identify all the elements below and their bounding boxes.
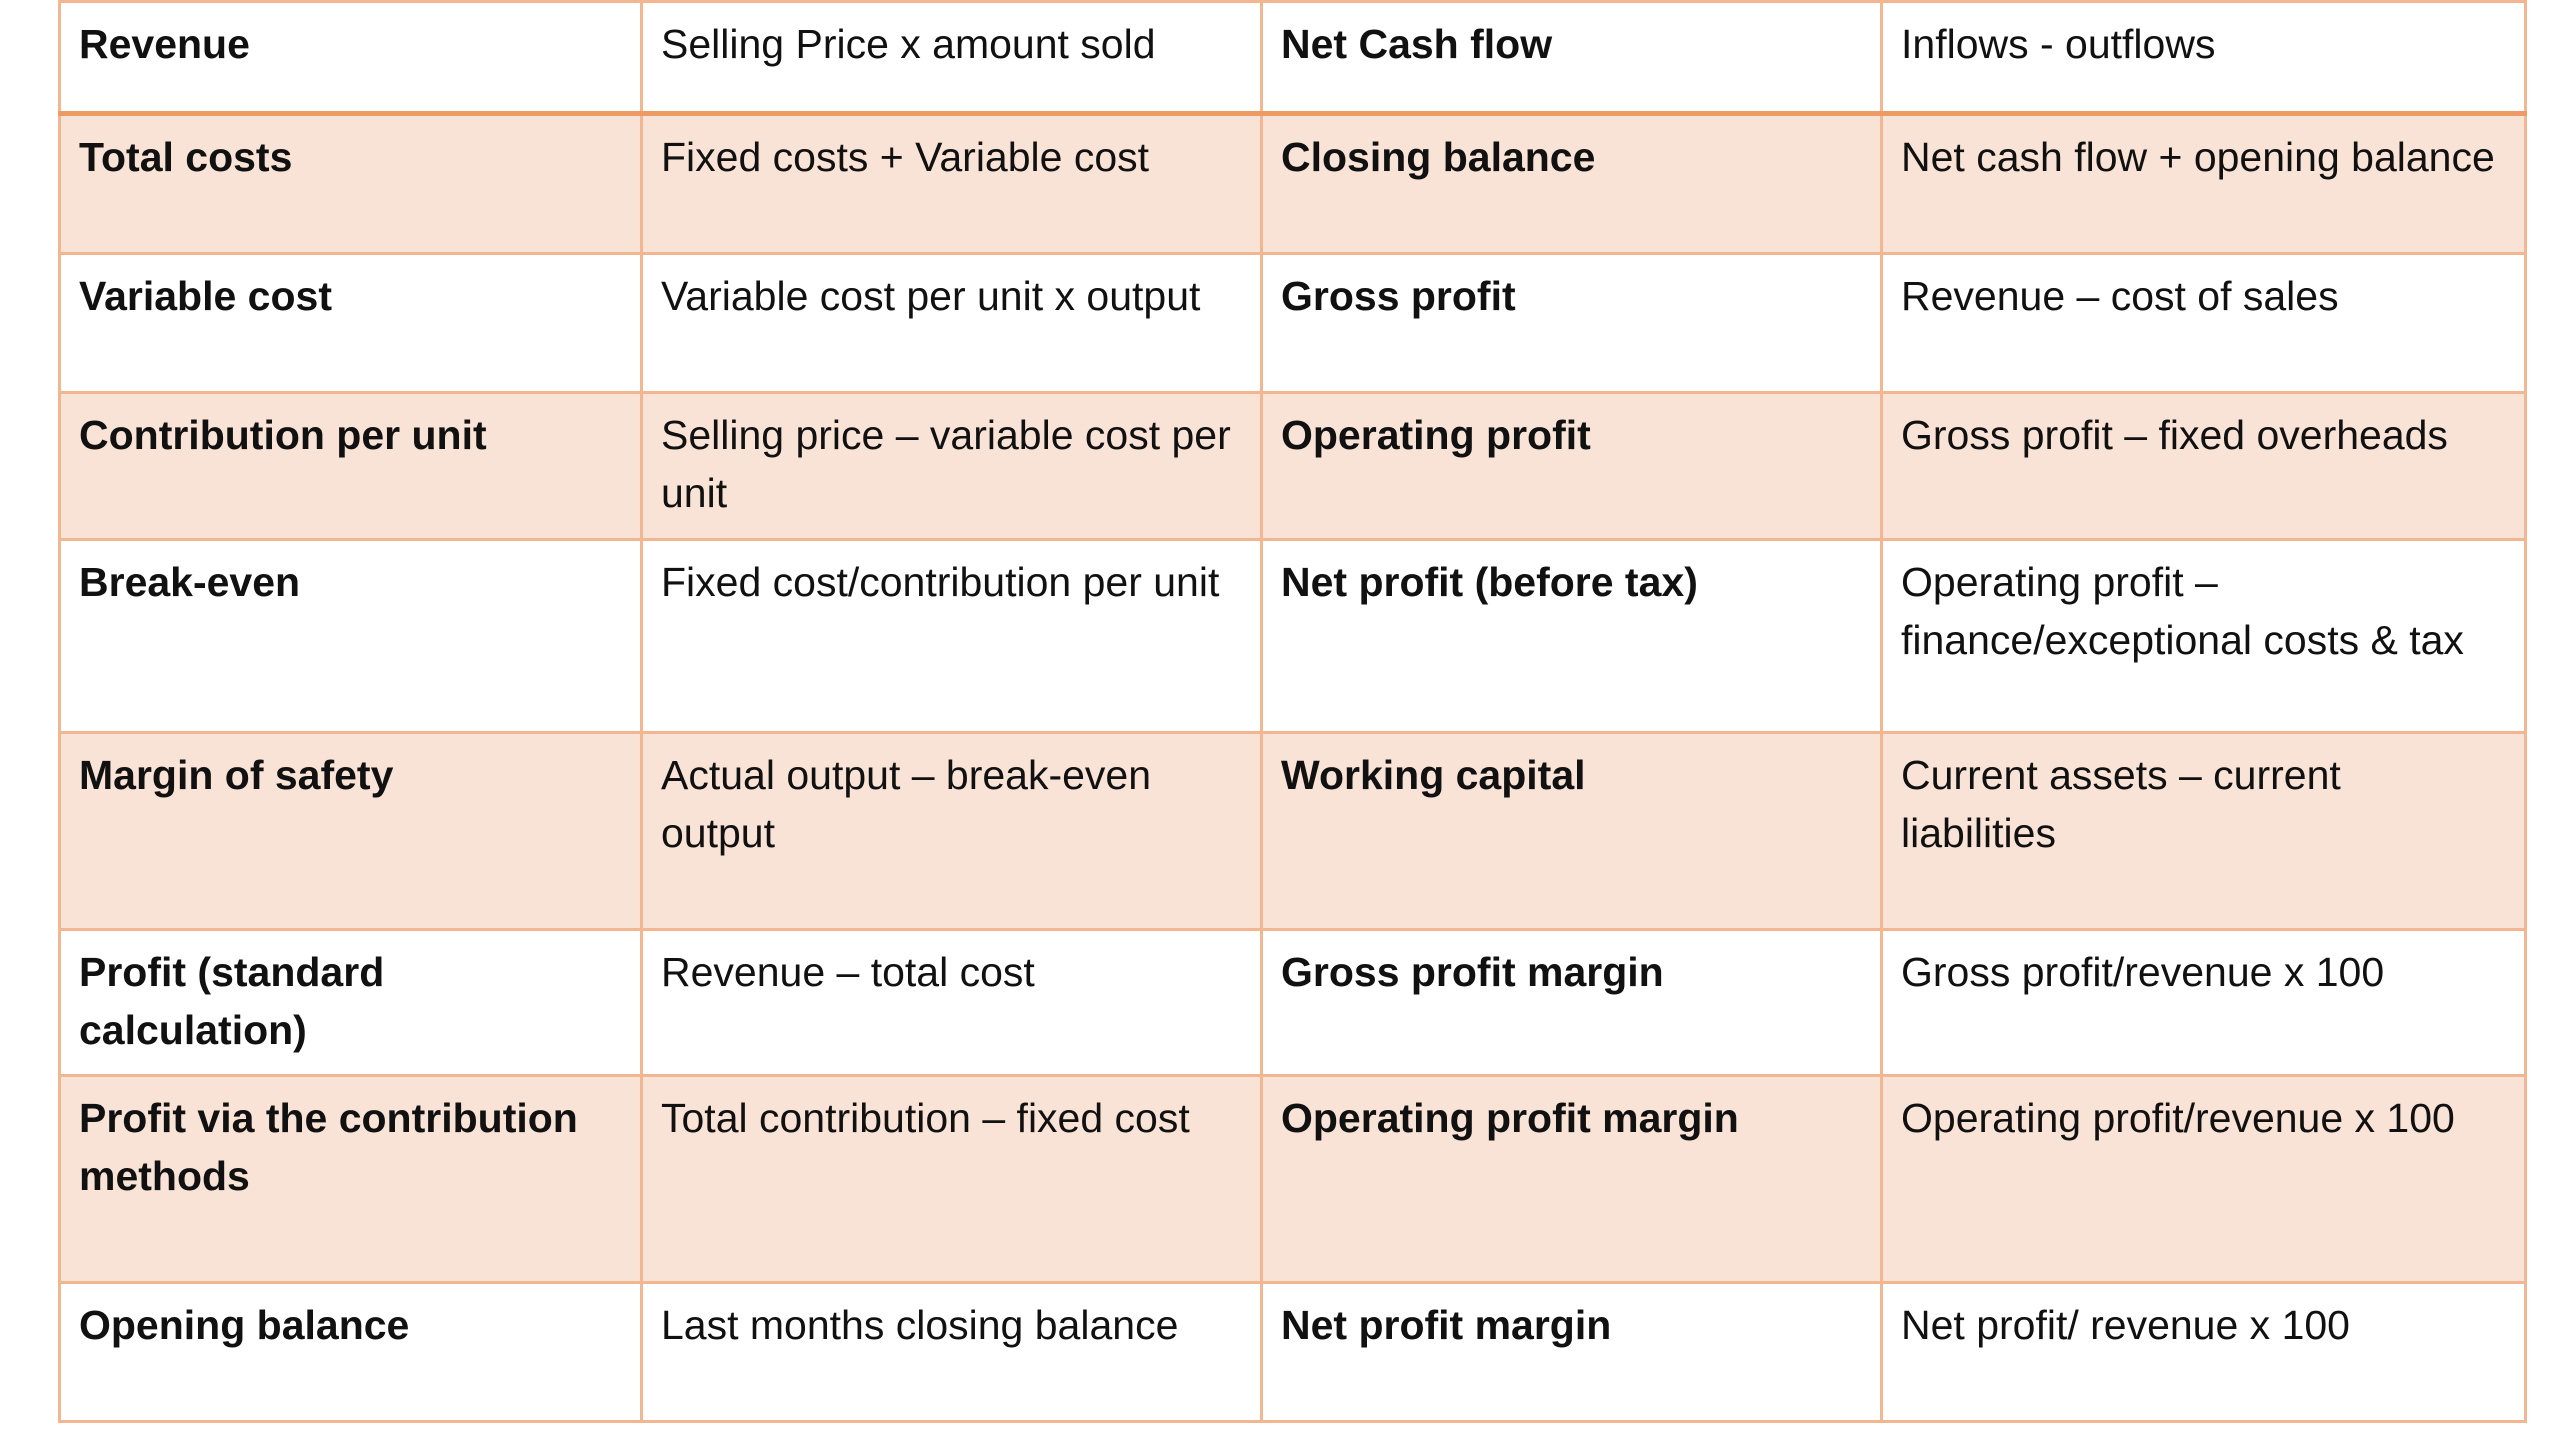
term-cell: Net profit margin [1260, 1281, 1883, 1423]
table-row: Profit (standard calculation) Revenue – … [58, 928, 2527, 1077]
term-cell: Break-even [58, 538, 643, 734]
table-row: Contribution per unit Selling price – va… [58, 391, 2527, 541]
term-cell: Profit via the contribution methods [58, 1074, 643, 1284]
term-cell: Revenue [58, 0, 643, 116]
term-cell: Opening balance [58, 1281, 643, 1423]
term-cell: Contribution per unit [58, 391, 643, 541]
formula-cell: Gross profit – fixed overheads [1880, 391, 2527, 541]
formula-cell: Operating profit – finance/exceptional c… [1880, 538, 2527, 734]
formula-cell: Revenue – cost of sales [1880, 252, 2527, 394]
formula-cell: Revenue – total cost [640, 928, 1263, 1077]
formula-cell: Gross profit/revenue x 100 [1880, 928, 2527, 1077]
table-row: Total costs Fixed costs + Variable cost … [58, 112, 2527, 255]
term-cell: Working capital [1260, 731, 1883, 931]
term-cell: Closing balance [1260, 112, 1883, 255]
term-cell: Net Cash flow [1260, 0, 1883, 116]
formula-cell: Net cash flow + opening balance [1880, 112, 2527, 255]
formula-cell: Selling Price x amount sold [640, 0, 1263, 116]
term-cell: Variable cost [58, 252, 643, 394]
term-cell: Profit (standard calculation) [58, 928, 643, 1077]
formula-cell: Actual output – break-even output [640, 731, 1263, 931]
formula-cell: Variable cost per unit x output [640, 252, 1263, 394]
formula-cell: Net profit/ revenue x 100 [1880, 1281, 2527, 1423]
formula-cell: Fixed costs + Variable cost [640, 112, 1263, 255]
table-row: Variable cost Variable cost per unit x o… [58, 252, 2527, 394]
formula-cell: Selling price – variable cost per unit [640, 391, 1263, 541]
formula-cell: Total contribution – fixed cost [640, 1074, 1263, 1284]
formula-cell: Last months closing balance [640, 1281, 1263, 1423]
formula-cell: Fixed cost/contribution per unit [640, 538, 1263, 734]
table-row: Opening balance Last months closing bala… [58, 1281, 2527, 1423]
term-cell: Net profit (before tax) [1260, 538, 1883, 734]
table-row: Break-even Fixed cost/contribution per u… [58, 538, 2527, 734]
term-cell: Total costs [58, 112, 643, 255]
term-cell: Operating profit [1260, 391, 1883, 541]
term-cell: Operating profit margin [1260, 1074, 1883, 1284]
formula-cell: Current assets – current liabilities [1880, 731, 2527, 931]
term-cell: Margin of safety [58, 731, 643, 931]
table-row: Profit via the contribution methods Tota… [58, 1074, 2527, 1284]
table-row: Revenue Selling Price x amount sold Net … [58, 0, 2527, 116]
formula-table: Revenue Selling Price x amount sold Net … [58, 0, 2527, 1423]
formula-cell: Operating profit/revenue x 100 [1880, 1074, 2527, 1284]
term-cell: Gross profit margin [1260, 928, 1883, 1077]
table-row: Margin of safety Actual output – break-e… [58, 731, 2527, 931]
term-cell: Gross profit [1260, 252, 1883, 394]
formula-cell: Inflows - outflows [1880, 0, 2527, 116]
